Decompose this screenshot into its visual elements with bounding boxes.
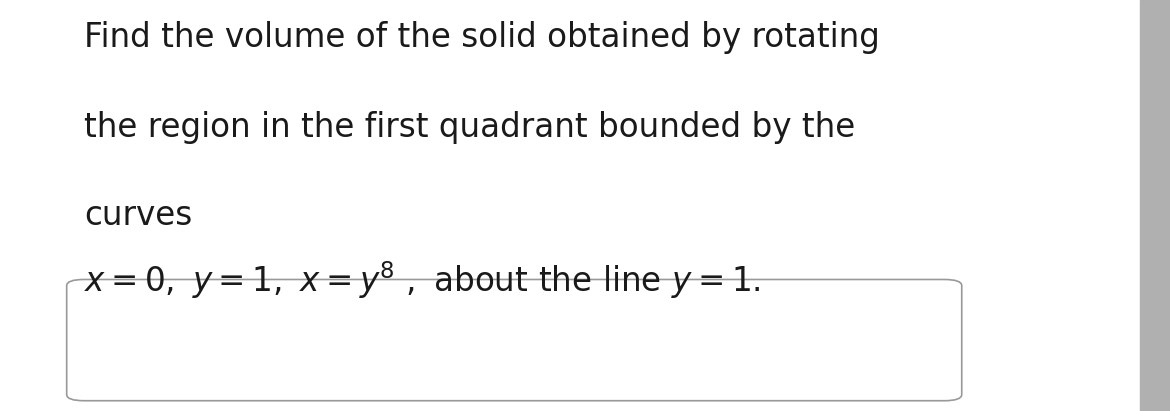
Text: Find the volume of the solid obtained by rotating: Find the volume of the solid obtained by… [84, 21, 880, 53]
Text: $x = 0,\ y = 1,\ x = y^8\ ,\ \mathrm{about\ the\ line}\ y = 1.$: $x = 0,\ y = 1,\ x = y^8\ ,\ \mathrm{abo… [84, 259, 761, 301]
FancyBboxPatch shape [67, 279, 962, 401]
Bar [1140, 0, 1170, 411]
Text: curves: curves [84, 199, 193, 232]
Text: the region in the first quadrant bounded by the: the region in the first quadrant bounded… [84, 111, 855, 144]
